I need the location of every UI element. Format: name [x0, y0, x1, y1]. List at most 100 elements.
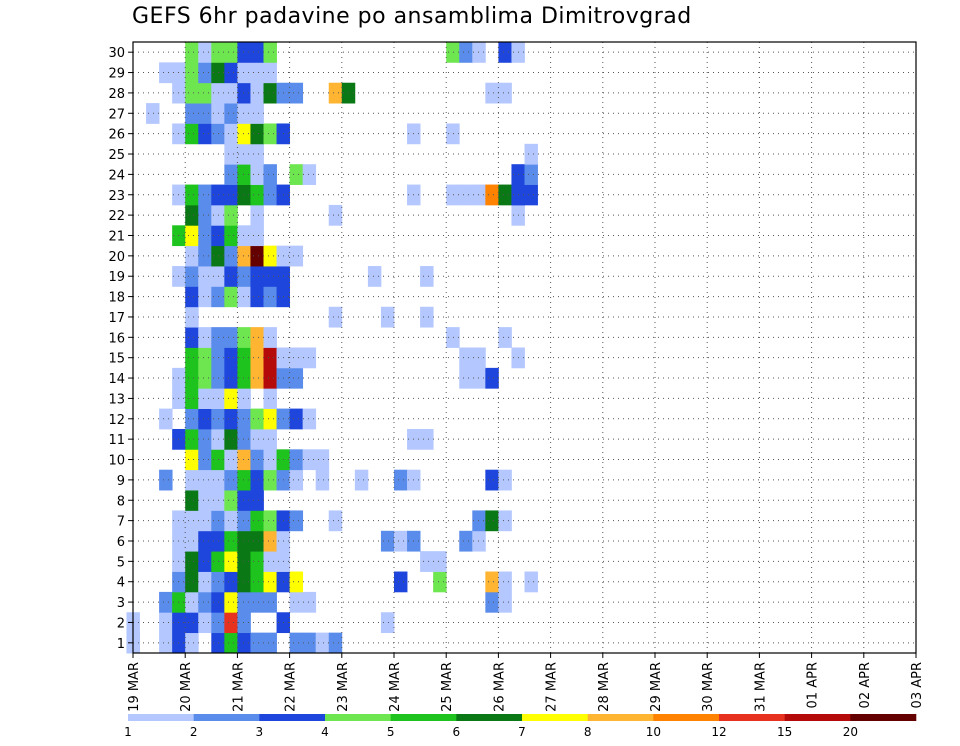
y-tick-label: 24 [108, 168, 125, 183]
heatmap-cell [420, 306, 434, 328]
y-tick-label: 1 [117, 637, 125, 652]
heatmap-cell [263, 82, 277, 104]
heatmap-cell [250, 530, 264, 552]
heatmap-cell [446, 42, 460, 63]
x-tick-label: 30 MAR [701, 662, 716, 712]
heatmap-cell [237, 591, 251, 613]
x-tick-label: 28 MAR [597, 662, 612, 712]
heatmap-cell [237, 408, 251, 430]
heatmap-cell [250, 62, 264, 84]
heatmap-cell [224, 428, 238, 450]
colorbar-label: 2 [190, 725, 198, 739]
heatmap-cell [250, 571, 264, 593]
heatmap-cell [498, 82, 512, 104]
heatmap-cell [198, 490, 212, 511]
colorbar-segment [653, 714, 720, 721]
heatmap-cell [185, 510, 199, 532]
heatmap-cell [185, 266, 199, 287]
heatmap-cell [237, 184, 251, 206]
heatmap-cell [250, 510, 264, 532]
heatmap-cell [524, 143, 538, 165]
heatmap-cell [250, 327, 264, 348]
x-tick-label: 26 MAR [492, 662, 507, 712]
colorbar-label: 3 [256, 725, 264, 739]
y-tick-label: 6 [117, 535, 125, 550]
y-tick-label: 25 [108, 148, 125, 163]
heatmap-cell [263, 469, 277, 491]
heatmap-cell [250, 164, 264, 185]
heatmap-cell [198, 347, 212, 369]
heatmap-cell [250, 632, 264, 654]
x-tick-label: 03 APR [910, 662, 925, 708]
heatmap-cell [198, 428, 212, 450]
heatmap-cell [485, 367, 499, 389]
heatmap-cell [394, 571, 408, 593]
heatmap-cell [237, 571, 251, 593]
heatmap-cell [367, 266, 382, 287]
heatmap-cell [198, 510, 212, 532]
y-tick-label: 28 [108, 87, 125, 102]
heatmap-cell [524, 184, 538, 206]
heatmap-cell [250, 449, 264, 471]
heatmap-cell [263, 123, 277, 145]
heatmap-cell [224, 164, 238, 185]
heatmap-cell [354, 469, 369, 491]
heatmap-cell [250, 286, 264, 308]
heatmap-cell [250, 266, 264, 287]
colorbar-label: 20 [843, 725, 858, 739]
heatmap-cell [459, 347, 473, 369]
heatmap-cell [237, 469, 251, 491]
heatmap-cell [237, 82, 251, 104]
heatmap-cell [224, 408, 238, 430]
colorbar-label: 7 [518, 725, 526, 739]
heatmap-cell [289, 82, 304, 104]
heatmap-cell [250, 245, 264, 267]
heatmap-cell [250, 490, 264, 511]
heatmap-cell [263, 551, 277, 572]
heatmap-cell [198, 530, 212, 552]
heatmap-cell [224, 103, 238, 124]
heatmap-cell [237, 612, 251, 634]
y-tick-label: 9 [117, 474, 125, 489]
heatmap-cell [224, 612, 238, 634]
heatmap-cell [446, 123, 460, 145]
heatmap-cell [472, 367, 486, 389]
heatmap-cell [250, 82, 264, 104]
heatmap-cell [185, 428, 199, 450]
x-tick-label: 24 MAR [388, 662, 403, 712]
heatmap-cell [250, 551, 264, 572]
heatmap-cell [224, 510, 238, 532]
y-tick-label: 4 [117, 576, 125, 591]
x-tick-label: 25 MAR [440, 662, 455, 712]
heatmap-cell [198, 449, 212, 471]
heatmap-cell [302, 449, 317, 471]
heatmap-cell [380, 612, 395, 634]
colorbar-segment [325, 714, 391, 721]
heatmap-cell [198, 184, 212, 206]
heatmap-cell [394, 530, 408, 552]
heatmap-cell [250, 103, 264, 124]
heatmap-cell [185, 612, 199, 634]
heatmap-cell [185, 632, 199, 654]
heatmap-cell [328, 82, 343, 104]
heatmap-cell [446, 327, 460, 348]
heatmap-cell [380, 306, 395, 328]
heatmap-cell [224, 225, 238, 247]
heatmap-cell [237, 123, 251, 145]
heatmap-cell [289, 571, 304, 593]
colorbar-label: 5 [387, 725, 395, 739]
heatmap-cell [302, 164, 317, 185]
heatmap-cell [446, 184, 460, 206]
y-tick-label: 8 [117, 494, 125, 509]
heatmap-cell [380, 530, 395, 552]
heatmap-cell [302, 347, 317, 369]
heatmap-cell [224, 266, 238, 287]
heatmap-cell [472, 347, 486, 369]
heatmap-cell [198, 123, 212, 145]
heatmap-cell [459, 42, 473, 63]
heatmap-cell [394, 469, 408, 491]
heatmap-cell [433, 571, 447, 593]
heatmap-cell [250, 184, 264, 206]
colorbar-segment [259, 714, 326, 721]
heatmap-cell [302, 591, 317, 613]
